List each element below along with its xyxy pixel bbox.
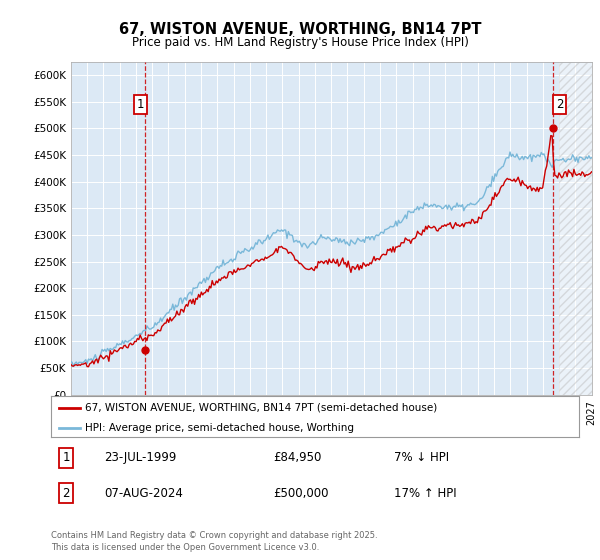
67, WISTON AVENUE, WORTHING, BN14 7PT (semi-detached house) <box>517 183 524 189</box>
Line: HPI: Average price, semi-detached house, Worthing: HPI: Average price, semi-detached house,… <box>71 152 592 366</box>
Text: HPI: Average price, semi-detached house, Worthing: HPI: Average price, semi-detached house,… <box>85 423 355 433</box>
HPI: Average price, semi-detached house, Worthing: (2e+03, 6.27e+04): Average price, semi-detached house, Wort… <box>67 358 74 365</box>
67, WISTON AVENUE, WORTHING, BN14 7PT (semi-detached house) <box>440 223 447 230</box>
HPI: Average price, semi-detached house, Worthing: (2.02e+03, 4.55e+05): Average price, semi-detached house, Wort… <box>506 148 514 155</box>
HPI: Average price, semi-detached house, Worthing: (2.03e+03, 4.44e+05): Average price, semi-detached house, Wort… <box>587 155 594 162</box>
Text: 17% ↑ HPI: 17% ↑ HPI <box>394 487 457 500</box>
Text: £84,950: £84,950 <box>273 451 321 464</box>
67, WISTON AVENUE, WORTHING, BN14 7PT (semi-detached house) <box>547 132 554 139</box>
Text: 23-JUL-1999: 23-JUL-1999 <box>104 451 176 464</box>
HPI: Average price, semi-detached house, Worthing: (2e+03, 6.55e+04): Average price, semi-detached house, Wort… <box>86 357 94 363</box>
67, WISTON AVENUE, WORTHING, BN14 7PT (semi-detached house) <box>587 170 594 177</box>
Text: Price paid vs. HM Land Registry's House Price Index (HPI): Price paid vs. HM Land Registry's House … <box>131 36 469 49</box>
67, WISTON AVENUE, WORTHING, BN14 7PT (semi-detached house) <box>337 261 344 268</box>
Text: 1: 1 <box>137 98 144 111</box>
67, WISTON AVENUE, WORTHING, BN14 7PT (semi-detached house) <box>67 361 74 368</box>
67, WISTON AVENUE, WORTHING, BN14 7PT (semi-detached house) <box>85 363 92 370</box>
67, WISTON AVENUE, WORTHING, BN14 7PT (semi-detached house) <box>86 360 94 367</box>
Text: 67, WISTON AVENUE, WORTHING, BN14 7PT (semi-detached house): 67, WISTON AVENUE, WORTHING, BN14 7PT (s… <box>85 403 437 413</box>
Text: 2: 2 <box>62 487 70 500</box>
HPI: Average price, semi-detached house, Worthing: (2.02e+03, 3.5e+05): Average price, semi-detached house, Wort… <box>440 205 447 212</box>
Text: 07-AUG-2024: 07-AUG-2024 <box>104 487 182 500</box>
HPI: Average price, semi-detached house, Worthing: (2.01e+03, 2.93e+05): Average price, semi-detached house, Wort… <box>337 235 344 242</box>
Text: 2: 2 <box>556 98 563 111</box>
Text: £500,000: £500,000 <box>273 487 328 500</box>
HPI: Average price, semi-detached house, Worthing: (2.02e+03, 4.47e+05): Average price, semi-detached house, Wort… <box>518 153 526 160</box>
67, WISTON AVENUE, WORTHING, BN14 7PT (semi-detached house) <box>588 169 595 175</box>
Text: 7% ↓ HPI: 7% ↓ HPI <box>394 451 449 464</box>
Text: 1: 1 <box>62 451 70 464</box>
Line: 67, WISTON AVENUE, WORTHING, BN14 7PT (semi-detached house): 67, WISTON AVENUE, WORTHING, BN14 7PT (s… <box>71 136 592 367</box>
67, WISTON AVENUE, WORTHING, BN14 7PT (semi-detached house) <box>103 352 110 359</box>
Text: Contains HM Land Registry data © Crown copyright and database right 2025.
This d: Contains HM Land Registry data © Crown c… <box>51 531 377 552</box>
Bar <box>559 62 592 395</box>
HPI: Average price, semi-detached house, Worthing: (2e+03, 5.33e+04): Average price, semi-detached house, Wort… <box>70 363 77 370</box>
HPI: Average price, semi-detached house, Worthing: (2e+03, 8.11e+04): Average price, semi-detached house, Wort… <box>103 348 110 355</box>
HPI: Average price, semi-detached house, Worthing: (2.03e+03, 4.45e+05): Average price, semi-detached house, Wort… <box>588 155 595 161</box>
Text: 67, WISTON AVENUE, WORTHING, BN14 7PT: 67, WISTON AVENUE, WORTHING, BN14 7PT <box>119 22 481 38</box>
